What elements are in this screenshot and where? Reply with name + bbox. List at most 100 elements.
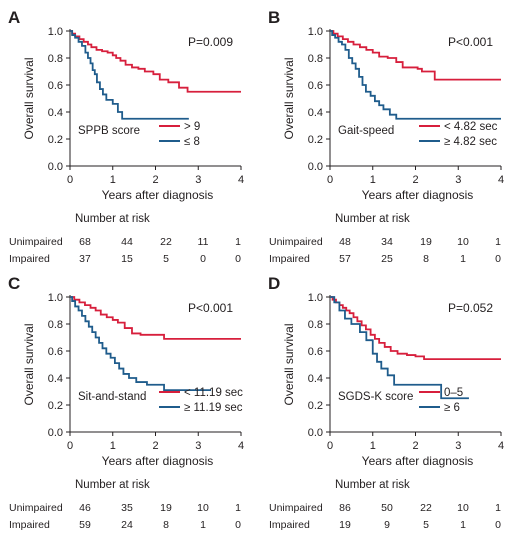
risk-count: 46 [79, 502, 91, 514]
x-tick-label: 2 [152, 174, 158, 186]
risk-row-label: Impaired [269, 519, 310, 531]
km-chart-c: C 0.0 0.2 0.4 0.6 0.8 1.0 0 1 2 3 4 Years after diag… [8, 274, 244, 531]
panel-letter: C [8, 274, 20, 293]
legend-title: Gait-speed [338, 125, 394, 137]
risk-count: 1 [495, 502, 501, 514]
risk-count: 1 [460, 253, 466, 265]
risk-count: 8 [163, 519, 169, 531]
y-tick-label: 0.0 [48, 427, 63, 439]
survival-curve-impaired [330, 296, 469, 400]
risk-table-title: Number at risk [75, 479, 150, 491]
p-value: P=0.009 [188, 35, 233, 49]
risk-count: 10 [197, 502, 209, 514]
risk-count: 1 [460, 519, 466, 531]
y-axis-title: Overall survival [22, 57, 36, 139]
x-tick-label: 4 [238, 440, 244, 452]
risk-count: 0 [495, 519, 501, 531]
survival-curve-unimpaired [330, 30, 501, 81]
risk-count: 37 [79, 253, 91, 265]
y-tick-label: 0.6 [308, 346, 323, 358]
legend-label: ≥ 4.82 sec [444, 136, 497, 148]
risk-row-label: Impaired [9, 253, 50, 265]
legend-title: SGDS-K score [338, 391, 413, 403]
risk-count: 10 [457, 236, 469, 248]
y-tick-label: 0.6 [48, 80, 63, 92]
y-axis-title: Overall survival [22, 323, 36, 405]
survival-curve-impaired [330, 30, 501, 120]
risk-count: 24 [121, 519, 133, 531]
legend-title: Sit-and-stand [78, 391, 146, 403]
x-axis-title: Years after diagnosis [362, 188, 474, 202]
y-tick-label: 0.4 [48, 107, 63, 119]
y-axis-title: Overall survival [282, 323, 296, 405]
risk-count: 1 [235, 502, 241, 514]
km-chart-a: A 0.0 0.2 0.4 0.6 0.8 1.0 0 1 2 3 4 Years after diag… [8, 8, 244, 265]
x-tick-label: 1 [370, 440, 376, 452]
risk-row-label: Unimpaired [269, 236, 323, 248]
risk-table-title: Number at risk [335, 479, 410, 491]
y-tick-label: 0.0 [308, 427, 323, 439]
y-tick-label: 0.4 [308, 107, 323, 119]
risk-count: 19 [420, 236, 432, 248]
panel-letter: B [268, 8, 280, 27]
y-tick-label: 0.6 [48, 346, 63, 358]
y-tick-label: 0.8 [48, 53, 63, 65]
legend-label: 0–5 [444, 387, 463, 399]
y-tick-label: 0.2 [48, 134, 63, 146]
risk-count: 48 [339, 236, 351, 248]
risk-count: 19 [339, 519, 351, 531]
y-tick-label: 0.8 [308, 53, 323, 65]
risk-count: 1 [495, 236, 501, 248]
y-tick-label: 0.8 [48, 319, 63, 331]
risk-count: 11 [198, 236, 209, 248]
x-tick-label: 0 [327, 440, 333, 452]
legend-label: ≤ 8 [184, 136, 200, 148]
x-tick-label: 3 [455, 174, 461, 186]
y-tick-label: 0.2 [308, 400, 323, 412]
risk-count: 59 [79, 519, 91, 531]
x-tick-label: 4 [238, 174, 244, 186]
risk-count: 5 [423, 519, 429, 531]
x-tick-label: 0 [67, 174, 73, 186]
y-axis-title: Overall survival [282, 57, 296, 139]
x-tick-label: 3 [455, 440, 461, 452]
panel-c: C 0.0 0.2 0.4 0.6 0.8 1.0 0 1 2 3 4 Years after diag… [0, 266, 260, 532]
legend-title: SPPB score [78, 125, 140, 137]
risk-count: 0 [495, 253, 501, 265]
risk-table-title: Number at risk [75, 213, 150, 225]
x-tick-label: 3 [195, 174, 201, 186]
risk-count: 10 [457, 502, 469, 514]
risk-count: 57 [339, 253, 351, 265]
survival-curve-unimpaired [70, 296, 241, 340]
legend-label: < 4.82 sec [444, 121, 498, 133]
legend-label: > 9 [184, 121, 200, 133]
panel-a: A 0.0 0.2 0.4 0.6 0.8 1.0 0 1 2 3 4 Years after diag… [0, 0, 260, 266]
y-tick-label: 0.4 [48, 373, 63, 385]
panel-letter: A [8, 8, 20, 27]
risk-count: 9 [384, 519, 390, 531]
risk-table-title: Number at risk [335, 213, 410, 225]
x-tick-label: 1 [110, 174, 116, 186]
y-tick-label: 1.0 [308, 292, 323, 304]
risk-count: 34 [381, 236, 393, 248]
risk-count: 22 [420, 502, 432, 514]
x-tick-label: 2 [412, 174, 418, 186]
p-value: P=0.052 [448, 301, 493, 315]
risk-row-label: Unimpaired [9, 236, 63, 248]
x-axis-title: Years after diagnosis [102, 188, 214, 202]
risk-row-label: Unimpaired [269, 502, 323, 514]
x-axis-title: Years after diagnosis [102, 454, 214, 468]
risk-count: 86 [339, 502, 351, 514]
x-tick-label: 4 [498, 440, 504, 452]
risk-count: 44 [121, 236, 133, 248]
y-tick-label: 1.0 [308, 26, 323, 38]
risk-count: 50 [381, 502, 393, 514]
panel-letter: D [268, 274, 280, 293]
survival-curve-unimpaired [330, 296, 501, 360]
risk-row-label: Impaired [269, 253, 310, 265]
survival-curve-impaired [70, 30, 189, 120]
risk-count: 0 [235, 519, 241, 531]
x-tick-label: 0 [327, 174, 333, 186]
risk-count: 15 [121, 253, 133, 265]
panel-d: D 0.0 0.2 0.4 0.6 0.8 1.0 0 1 2 3 4 Years after diag… [260, 266, 520, 532]
